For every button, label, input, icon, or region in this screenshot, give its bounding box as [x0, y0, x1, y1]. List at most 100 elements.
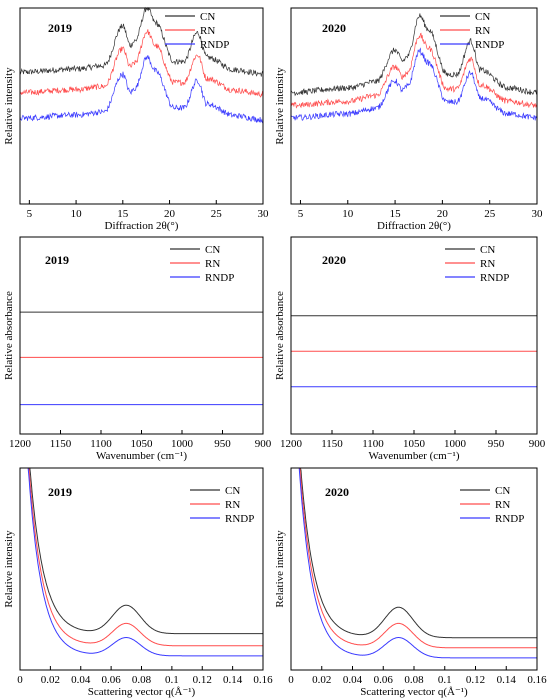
plot-frame	[290, 7, 538, 205]
y-axis-label: Relative intensity	[274, 530, 286, 608]
legend-label-rndp: RNDP	[475, 39, 504, 51]
x-tick-label: 0.06	[102, 674, 122, 686]
chart-panel-ftir-2019: 1200 1150 1100 1050 1000 950 900 Wavenumber (cm…	[3, 236, 272, 462]
y-axis-label: Relative absorbance	[3, 291, 15, 380]
legend-label-cn: CN	[475, 11, 490, 23]
chart-panel-saxs-2020: 0 0.02 0.04 0.06 0.08 0.1 0.12 0.14 0.16 Scatteri…	[274, 467, 547, 698]
x-tick-label: 1050	[403, 438, 426, 450]
y-axis-label: Relative intensity	[3, 530, 15, 608]
x-tick-label: 900	[529, 438, 546, 450]
x-tick-label: 25	[211, 208, 223, 220]
x-tick-label: 0.14	[223, 674, 243, 686]
x-tick-label: 0.04	[343, 674, 363, 686]
x-tick-label: 0	[17, 674, 23, 686]
y-axis-label: Relative intensity	[274, 67, 286, 145]
legend-label-rndp: RNDP	[225, 513, 254, 525]
x-tick-label: 20	[437, 208, 449, 220]
x-tick-label: 1050	[131, 438, 154, 450]
panel-year-label: 2020	[322, 253, 346, 267]
series-line-cn	[20, 467, 263, 635]
legend-label-cn: CN	[495, 485, 510, 497]
x-tick-label: 0.12	[466, 674, 485, 686]
x-tick-label: 1000	[171, 438, 194, 450]
x-tick-label: 5	[27, 208, 33, 220]
x-tick-label: 30	[258, 208, 270, 220]
series-line-cn	[19, 6, 264, 77]
legend-label-rn: RN	[200, 25, 215, 37]
plot-frame	[19, 7, 264, 205]
series-line-rndp	[20, 467, 263, 657]
panel-year-label: 2019	[45, 253, 69, 267]
legend-label-rn: RN	[225, 499, 240, 511]
x-tick-label: 0.08	[404, 674, 424, 686]
panel-year-label: 2019	[48, 21, 72, 35]
x-tick-label: 1150	[50, 438, 72, 450]
x-tick-label: 950	[488, 438, 505, 450]
legend-label-rn: RN	[475, 25, 490, 37]
series-line-rn	[20, 467, 263, 647]
x-tick-label: 0.08	[132, 674, 152, 686]
legend: CN RN RNDP	[440, 11, 504, 51]
series-line-rndp	[291, 467, 537, 659]
x-tick-label: 0.1	[165, 674, 179, 686]
legend: CN RN RNDP	[170, 244, 234, 284]
x-tick-label: 0.02	[41, 674, 60, 686]
legend-label-cn: CN	[205, 244, 220, 256]
chart-panel-xrd-2020: 5 10 15 20 25 30 Diffraction 2θ(°) Relative int…	[274, 7, 544, 232]
x-axis-label: Scattering vector q(Å⁻¹)	[360, 686, 468, 698]
legend: CN RN RNDP	[445, 244, 509, 284]
chart-panel-xrd-2019: 5 10 15 20 25 30 Diffraction 2θ(°) Relative int…	[3, 6, 270, 232]
x-tick-label: 0.12	[193, 674, 212, 686]
legend-label-rn: RN	[205, 258, 220, 270]
x-tick-label: 0.16	[527, 674, 547, 686]
x-tick-label: 1100	[362, 438, 384, 450]
legend: CN RN RNDP	[190, 485, 254, 525]
x-tick-label: 950	[214, 438, 231, 450]
legend-label-rn: RN	[480, 258, 495, 270]
series-line-rn	[291, 467, 537, 649]
x-tick-label: 15	[117, 208, 129, 220]
x-tick-label: 0.04	[71, 674, 91, 686]
legend-label-cn: CN	[200, 11, 215, 23]
y-axis-label: Relative absorbance	[274, 291, 286, 380]
series-line-rn	[290, 32, 538, 109]
legend-label-cn: CN	[480, 244, 495, 256]
legend-label-rndp: RNDP	[205, 272, 234, 284]
x-tick-label: 1200	[280, 438, 303, 450]
chart-panel-ftir-2020: 1200 1150 1100 1050 1000 950 900 Wavenumber (cm…	[274, 236, 546, 462]
series-line-cn	[291, 467, 537, 639]
x-axis-label: Diffraction 2θ(°)	[105, 220, 179, 232]
x-tick-label: 1200	[9, 438, 32, 450]
x-tick-label: 25	[484, 208, 496, 220]
x-tick-label: 1100	[90, 438, 112, 450]
x-tick-label: 15	[390, 208, 402, 220]
x-tick-label: 0.1	[438, 674, 452, 686]
legend-label-rndp: RNDP	[495, 513, 524, 525]
legend-label-rndp: RNDP	[200, 39, 229, 51]
x-tick-label: 0.14	[497, 674, 517, 686]
x-tick-label: 0.16	[253, 674, 273, 686]
legend: CN RN RNDP	[165, 11, 229, 51]
x-tick-label: 1000	[444, 438, 467, 450]
x-tick-label: 0.02	[312, 674, 331, 686]
x-tick-label: 1150	[321, 438, 343, 450]
legend-label-rndp: RNDP	[480, 272, 509, 284]
x-tick-label: 5	[298, 208, 304, 220]
x-tick-label: 10	[342, 208, 354, 220]
x-tick-label: 0	[288, 674, 294, 686]
series-line-rn	[19, 29, 264, 98]
x-tick-label: 0.06	[374, 674, 394, 686]
x-tick-label: 10	[71, 208, 83, 220]
chart-panel-saxs-2019: 0 0.02 0.04 0.06 0.08 0.1 0.12 0.14 0.16 Scatteri…	[3, 467, 273, 698]
x-tick-label: 900	[255, 438, 272, 450]
series-line-cn	[290, 13, 538, 97]
x-axis-label: Diffraction 2θ(°)	[377, 220, 451, 232]
panel-year-label: 2020	[322, 21, 346, 35]
x-tick-label: 30	[532, 208, 544, 220]
series-line-rndp	[290, 47, 538, 121]
panel-year-label: 2019	[48, 485, 72, 499]
legend: CN RN RNDP	[460, 485, 524, 525]
panel-year-label: 2020	[325, 485, 349, 499]
legend-label-rn: RN	[495, 499, 510, 511]
